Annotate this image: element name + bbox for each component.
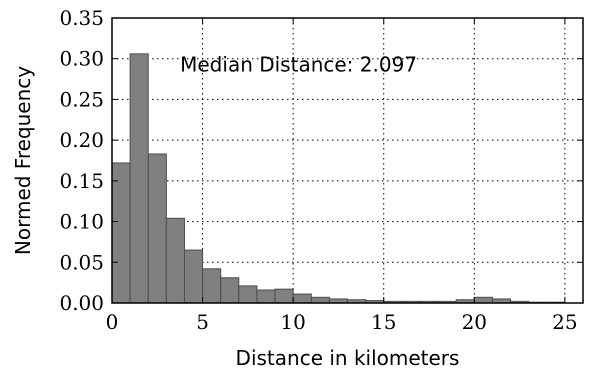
histogram-bars	[111, 53, 566, 304]
histogram-bar	[473, 296, 493, 304]
x-tick-label: 15	[371, 310, 396, 334]
histogram-bar	[256, 289, 276, 304]
x-tick-label: 10	[280, 310, 305, 334]
y-tick-label: 0.20	[59, 128, 104, 152]
plot-frame	[111, 17, 584, 304]
x-tick-label: 0	[106, 310, 119, 334]
histogram-bar	[310, 296, 330, 304]
x-axis-label: Distance in kilometers	[236, 346, 460, 370]
y-tick-label: 0.05	[59, 250, 104, 274]
y-tick-label: 0.25	[59, 87, 104, 111]
histogram-bar	[129, 53, 149, 304]
histogram-bar	[274, 288, 294, 304]
y-axis-label: Normed Frequency	[11, 66, 35, 255]
histogram-bar	[111, 162, 131, 304]
grid-lines	[112, 18, 583, 303]
y-tick-label: 0.10	[59, 210, 104, 234]
histogram-bar	[292, 293, 312, 304]
histogram-bar	[202, 268, 222, 304]
y-tick-label: 0.35	[59, 6, 104, 30]
histogram-bar	[183, 249, 204, 304]
axis-ticks	[111, 17, 583, 304]
x-tick-labels: 0 5 10 15 20 25	[106, 310, 578, 334]
y-tick-label: 0.00	[59, 291, 104, 315]
y-tick-labels: 0.00 0.05 0.10 0.15 0.20 0.25 0.30 0.35	[59, 6, 104, 315]
y-tick-label: 0.30	[59, 47, 104, 71]
histogram-bar	[238, 285, 258, 304]
x-tick-label: 25	[552, 310, 577, 334]
histogram-bar	[220, 277, 240, 304]
x-tick-label: 20	[462, 310, 487, 334]
histogram-bar	[147, 153, 167, 304]
histogram-bar	[165, 217, 185, 304]
y-tick-label: 0.15	[59, 169, 104, 193]
x-tick-label: 5	[196, 310, 209, 334]
median-annotation: Median Distance: 2.097	[180, 52, 417, 76]
